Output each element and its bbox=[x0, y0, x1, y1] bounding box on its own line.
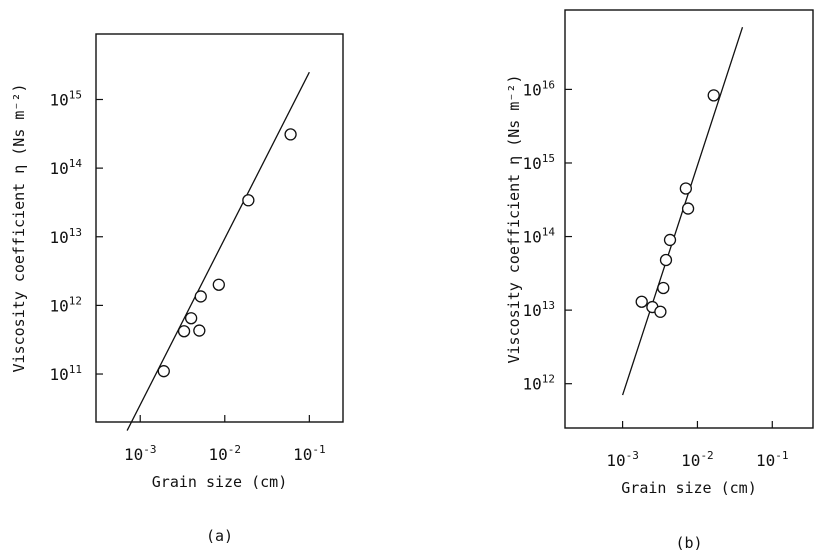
data-point bbox=[657, 281, 670, 295]
y-tick-label: 1015 bbox=[49, 88, 82, 109]
data-point bbox=[212, 278, 225, 291]
y-axis-label: Viscosity coefficient η (Ns m⁻²) bbox=[505, 75, 523, 364]
data-point bbox=[635, 295, 648, 308]
data-point bbox=[284, 128, 297, 141]
y-tick-label: 1013 bbox=[522, 299, 555, 320]
data-point bbox=[659, 253, 673, 267]
x-tick-label: 10-3 bbox=[606, 449, 639, 470]
data-point bbox=[157, 365, 170, 378]
panel-b: 10-3 10-2 10-1 1012 1013 1014 1015 1016 Grain si… bbox=[505, 9, 814, 552]
x-tick-label: 10-2 bbox=[209, 443, 242, 464]
y-tick-label: 1016 bbox=[522, 78, 555, 99]
data-point bbox=[679, 182, 692, 195]
x-tick-label: 10-3 bbox=[124, 443, 157, 464]
y-tick-label: 1012 bbox=[49, 294, 82, 315]
data-point bbox=[663, 233, 677, 247]
x-axis-label: Grain size (cm) bbox=[621, 479, 756, 497]
y-tick-label: 1014 bbox=[49, 157, 82, 178]
panel-caption: (a) bbox=[206, 527, 233, 545]
data-point bbox=[681, 202, 695, 215]
y-axis-label: Viscosity coefficient η (Ns m⁻²) bbox=[10, 84, 28, 373]
fit-line bbox=[126, 71, 310, 431]
x-tick-label: 10-2 bbox=[681, 449, 714, 470]
data-point bbox=[654, 305, 667, 318]
data-point bbox=[193, 324, 206, 337]
data-point bbox=[184, 312, 198, 325]
panel-a: 10-3 10-2 10-1 1011 1012 1013 1014 1015 Grain si… bbox=[10, 33, 344, 545]
plot-frame bbox=[95, 33, 344, 423]
y-tick-label: 1012 bbox=[522, 373, 555, 394]
y-tick-label: 1014 bbox=[522, 226, 555, 247]
x-tick-label: 10-1 bbox=[756, 449, 789, 470]
data-point bbox=[242, 194, 255, 207]
y-tick-label: 1011 bbox=[49, 363, 82, 384]
panel-caption: (b) bbox=[675, 534, 702, 552]
data-point bbox=[707, 89, 720, 102]
x-tick-label: 10-1 bbox=[293, 443, 326, 464]
data-point bbox=[194, 290, 207, 303]
plot-frame bbox=[564, 9, 814, 429]
x-axis-label: Grain size (cm) bbox=[152, 473, 287, 491]
y-tick-label: 1015 bbox=[522, 152, 555, 173]
y-tick-label: 1013 bbox=[49, 226, 82, 247]
data-point bbox=[177, 325, 191, 338]
